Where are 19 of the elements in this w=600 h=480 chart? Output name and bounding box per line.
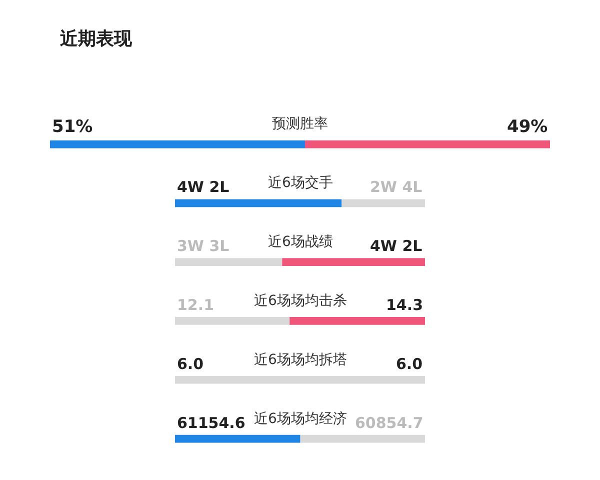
chart-title: 近6场交手 — [268, 175, 333, 191]
data-label: 51% — [52, 117, 93, 137]
data-label: 6.0 — [177, 355, 204, 373]
chart-subtitle: 预测胜率 — [272, 116, 328, 132]
chart-title: 近6场场均经济 — [254, 411, 347, 427]
data-label: 12.1 — [177, 296, 214, 314]
data-label: 4W 2L — [370, 237, 423, 255]
data-label: 14.3 — [386, 296, 424, 314]
chart-title: 近6场战绩 — [268, 234, 333, 250]
data-label: 61154.6 — [177, 414, 246, 432]
data-label: 6.0 — [396, 355, 423, 373]
chart-title: 近期表现 — [59, 28, 133, 50]
data-label: 49% — [507, 117, 548, 137]
data-label: 60854.7 — [355, 414, 424, 432]
data-label: 3W 3L — [177, 237, 230, 255]
data-label: 4W 2L — [177, 178, 230, 196]
chart-title: 近6场场均击杀 — [254, 293, 347, 309]
chart-title: 近6场场均拆塔 — [254, 352, 347, 368]
data-label: 2W 4L — [370, 178, 423, 196]
